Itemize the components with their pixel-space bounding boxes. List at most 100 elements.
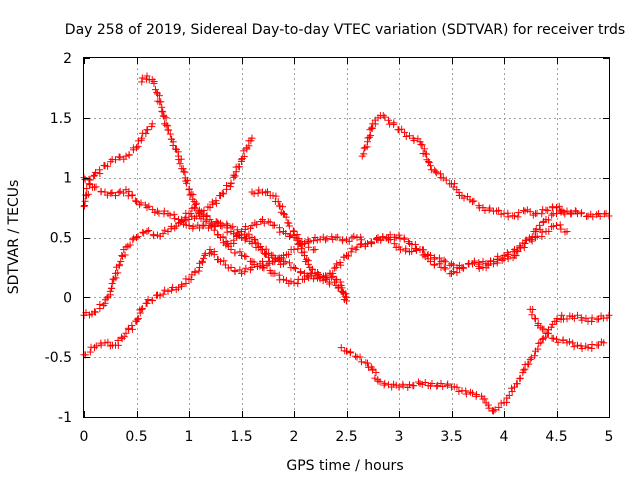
data-point-fill [129,236,137,244]
data-point-fill [214,231,222,239]
data-point-fill [90,172,98,180]
data-point [563,228,571,236]
data-point [238,228,245,236]
data-point-fill [559,336,567,344]
data-point-fill [337,278,345,286]
data-point-fill [160,207,168,215]
data-point-fill [400,234,408,242]
data-point-fill [538,210,546,218]
data-point [117,257,125,265]
data-point-fill [508,388,516,396]
data-point-fill [334,233,342,241]
data-point-fill [371,374,379,382]
data-point-fill [556,221,564,229]
data-point [563,207,571,215]
data-point-fill [170,210,178,218]
data-point-fill [285,250,293,258]
series-6 [175,134,256,227]
data-point-fill [333,260,341,268]
data-point-fill [162,121,170,129]
data-point-fill [144,295,152,303]
data-point [553,222,560,230]
data-point-fill [357,241,365,249]
x-tick-label: 4 [500,429,509,445]
data-point [269,251,277,259]
data-point [563,315,571,323]
x-axis-title: GPS time / hours [286,458,403,474]
data-point-fill [295,234,303,242]
data-point-fill [410,137,418,145]
data-point [385,116,392,124]
data-point-fill [526,208,534,216]
data-point-fill [486,204,494,212]
data-point-fill [286,231,294,239]
data-point-fill [220,190,228,198]
data-point [364,359,371,367]
data-point-fill [491,406,499,414]
data-point [442,176,450,184]
series-10 [337,311,613,415]
x-tick-label: 0 [80,429,89,445]
data-point [143,228,151,236]
data-point-fill [103,191,111,199]
data-point-fill [139,228,147,236]
data-point [133,234,140,241]
data-point-fill [195,267,203,275]
data-point-fill [373,234,381,242]
data-point [343,347,350,355]
data-point-fill [444,380,452,388]
data-point-fill [161,286,169,294]
data-point [190,204,198,212]
data-point-fill [554,338,562,346]
data-point-fill [275,257,283,265]
data-point-fill [549,222,557,230]
x-tick-label: 2 [290,429,299,445]
data-point-fill [304,260,312,268]
data-point-fill [176,160,184,168]
x-tick-label: 1 [185,429,194,445]
data-point-fill [133,315,141,323]
data-marks [80,72,613,415]
data-point [91,344,98,352]
data-point-fill [512,252,520,260]
data-point [490,407,497,415]
x-tick-label: 3 [395,429,404,445]
data-point-fill [540,325,548,333]
data-point-fill [83,185,91,193]
data-point-fill [187,190,195,198]
data-point-fill [230,236,238,244]
data-point-fill [333,276,341,284]
data-point [274,198,282,206]
data-point-fill [345,237,353,245]
data-point-fill [596,212,604,220]
data-point-fill [440,256,448,264]
data-point [259,245,266,253]
data-point-fill [336,259,344,267]
data-point-fill [208,198,216,206]
data-point [227,245,235,253]
data-point [495,403,503,411]
data-point-fill [223,228,231,236]
x-tick-label: 4.5 [545,429,567,445]
data-point-fill [236,248,244,256]
data-point-fill [241,236,249,244]
data-point-fill [218,221,226,229]
data-point-fill [420,145,428,153]
data-point-fill [514,248,522,256]
data-point-fill [513,246,521,254]
data-point-fill [210,226,218,234]
data-point-fill [212,218,220,226]
data-point [138,305,146,313]
data-point-fill [183,179,191,187]
data-point-fill [513,380,521,388]
data-point-fill [428,380,436,388]
data-point-fill [261,250,269,258]
series-11 [526,305,608,353]
data-point-fill [450,268,458,276]
data-point-fill [441,265,449,273]
data-point-fill [166,130,174,138]
data-point-fill [150,232,158,240]
data-point [395,383,403,391]
data-point [164,287,172,295]
data-point-fill [155,209,163,217]
